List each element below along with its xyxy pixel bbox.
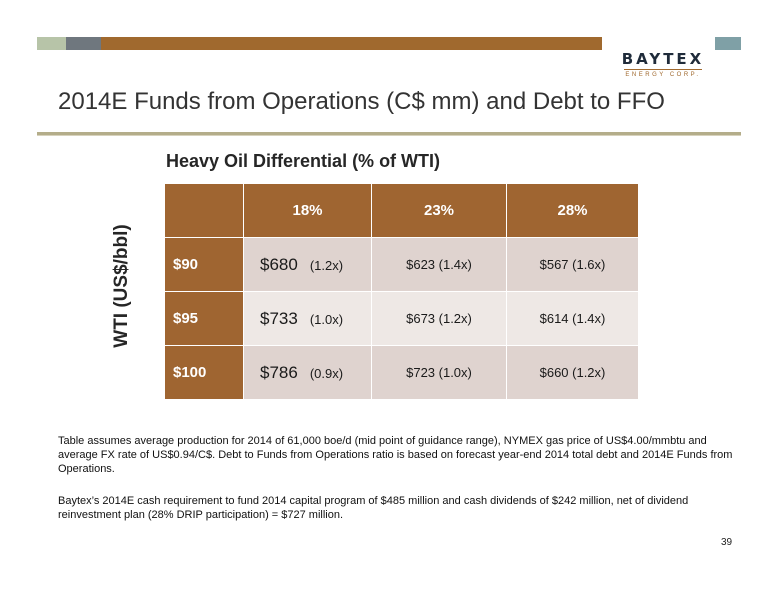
table-cell: $680 (1.2x) bbox=[243, 237, 372, 292]
logo-wordmark: BAYTEX bbox=[621, 50, 705, 68]
top-decorative-bar bbox=[37, 37, 602, 50]
baytex-logo: BAYTEX ENERGY CORP. bbox=[612, 37, 714, 89]
sensitivity-table: 18% 23% 28% $90 $680 (1.2x) $623 (1.4x) $… bbox=[164, 183, 639, 400]
table-cell: $723 (1.0x) bbox=[371, 345, 507, 400]
header-corner bbox=[164, 183, 244, 238]
ffo-value: $733 bbox=[260, 308, 298, 328]
row-header: $100 bbox=[164, 345, 244, 400]
debt-multiple: (1.2x) bbox=[309, 257, 344, 273]
assumptions-note: Table assumes average production for 201… bbox=[58, 435, 733, 475]
column-header: 18% bbox=[243, 183, 372, 238]
bar-segment-teal bbox=[715, 37, 741, 50]
table-row: $95 $733 (1.0x) $673 (1.2x) $614 (1.4x) bbox=[164, 291, 639, 346]
ffo-value: $786 bbox=[260, 362, 298, 382]
table-heading: Heavy Oil Differential (% of WTI) bbox=[166, 151, 441, 171]
table-cell: $660 (1.2x) bbox=[506, 345, 639, 400]
table-header-row: 18% 23% 28% bbox=[164, 183, 639, 238]
debt-multiple: (0.9x) bbox=[309, 365, 344, 381]
row-header: $95 bbox=[164, 291, 244, 346]
table-cell: $614 (1.4x) bbox=[506, 291, 639, 346]
table-cell: $786 (0.9x) bbox=[243, 345, 372, 400]
column-header: 23% bbox=[371, 183, 507, 238]
title-divider bbox=[37, 132, 741, 136]
table-cell: $567 (1.6x) bbox=[506, 237, 639, 292]
table-cell: $733 (1.0x) bbox=[243, 291, 372, 346]
bar-segment-gray bbox=[66, 37, 101, 50]
slide-title: 2014E Funds from Operations (C$ mm) and … bbox=[58, 88, 665, 115]
row-axis-label: WTI (US$/bbl) bbox=[111, 224, 132, 348]
table-row: $100 $786 (0.9x) $723 (1.0x) $660 (1.2x) bbox=[164, 345, 639, 400]
logo-rule bbox=[624, 69, 702, 70]
debt-multiple: (1.0x) bbox=[309, 311, 344, 327]
bar-segment-green bbox=[37, 37, 66, 50]
cash-requirement-note: Baytex’s 2014E cash requirement to fund … bbox=[58, 495, 689, 521]
row-header: $90 bbox=[164, 237, 244, 292]
bar-segment-brown bbox=[101, 37, 602, 50]
column-header: 28% bbox=[506, 183, 639, 238]
logo-subtitle: ENERGY CORP. bbox=[625, 72, 701, 78]
table-cell: $623 (1.4x) bbox=[371, 237, 507, 292]
page-number: 39 bbox=[721, 537, 733, 548]
table-row: $90 $680 (1.2x) $623 (1.4x) $567 (1.6x) bbox=[164, 237, 639, 292]
table-cell: $673 (1.2x) bbox=[371, 291, 507, 346]
ffo-value: $680 bbox=[260, 254, 298, 274]
